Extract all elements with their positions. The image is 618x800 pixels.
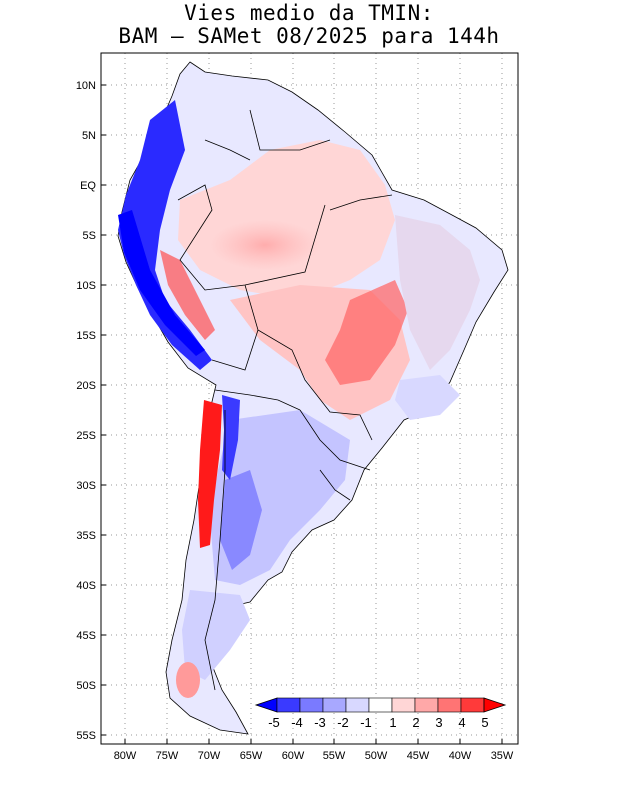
colorbar-bin-5 [368,697,393,713]
lon-label-75w: 75W [156,750,179,762]
colorbar-label-minus4: -4 [291,715,303,730]
lat-label-10s: 10S [76,280,96,292]
patagonia-cool-bias [182,590,250,680]
colorbar-bin-8 [437,697,462,713]
lat-label-55s: 55S [76,730,96,742]
peru-mixed-bias [160,250,215,340]
colorbar-label-5: 5 [481,715,488,730]
northeast-brazil-mixed-bias [395,215,480,370]
andes-cold-bias [118,100,212,370]
lat-label-15s: 15S [76,330,96,342]
colorbar-label-1: 1 [389,715,396,730]
argentina-cold-bias [220,470,262,570]
lat-label-40s: 40S [76,580,96,592]
latitude-axis [101,84,106,736]
colorbar-bin-4 [345,697,370,713]
patagonia-warm-spot [176,662,200,698]
colorbar-label-3: 3 [435,715,442,730]
coastal-cold-stripe [118,210,205,356]
lat-label-45s: 45S [76,630,96,642]
lon-label-35w: 35W [491,750,514,762]
lat-label-25s: 25S [76,430,96,442]
lat-label-5n: 5N [82,130,96,142]
colorbar-bin-3 [322,697,347,713]
chile-warm-bias [198,400,222,548]
longitude-axis [124,739,503,744]
lat-label-35s: 35S [76,530,96,542]
colorbar-right-arrow [483,697,507,713]
lat-label-eq: EQ [80,180,96,192]
colorbar [254,697,507,713]
map-title-line-2: BAM – SAMet 08/2025 para 144h [118,24,500,48]
lon-label-70w: 70W [198,750,221,762]
lon-label-65w: 65W [240,750,263,762]
colorbar-bin-1 [276,697,301,713]
colorbar-bin-2 [299,697,324,713]
amazon-warm-core [210,220,320,270]
lon-label-80w: 80W [114,750,137,762]
colorbar-bin-9 [460,697,485,713]
lat-label-50s: 50S [76,680,96,692]
lat-label-10n: 10N [76,80,96,92]
lon-label-45w: 45W [407,750,430,762]
central-brazil-hot-bias [325,280,408,385]
lat-label-5s: 5S [83,230,96,242]
map-title-line-1: Vies medio da TMIN: [184,1,434,25]
colorbar-label-minus5: -5 [268,715,280,730]
lon-label-40w: 40W [449,750,472,762]
lat-label-30s: 30S [76,480,96,492]
colorbar-bin-7 [414,697,439,713]
lat-label-20s: 20S [76,380,96,392]
colorbar-label-4: 4 [458,715,465,730]
southeast-brazil-cool-bias [395,375,460,420]
map-frame [100,52,519,745]
colorbar-label-minus1: -1 [360,715,372,730]
lon-label-55w: 55W [323,750,346,762]
colorbar-label-2: 2 [412,715,419,730]
lon-label-60w: 60W [282,750,305,762]
chile-cold-edge [222,395,240,480]
colorbar-label-minus3: -3 [314,715,326,730]
lon-label-50w: 50W [365,750,388,762]
country-borders [177,109,393,691]
colorbar-label-minus2: -2 [337,715,349,730]
colorbar-bin-6 [391,697,416,713]
bias-field [117,61,509,735]
